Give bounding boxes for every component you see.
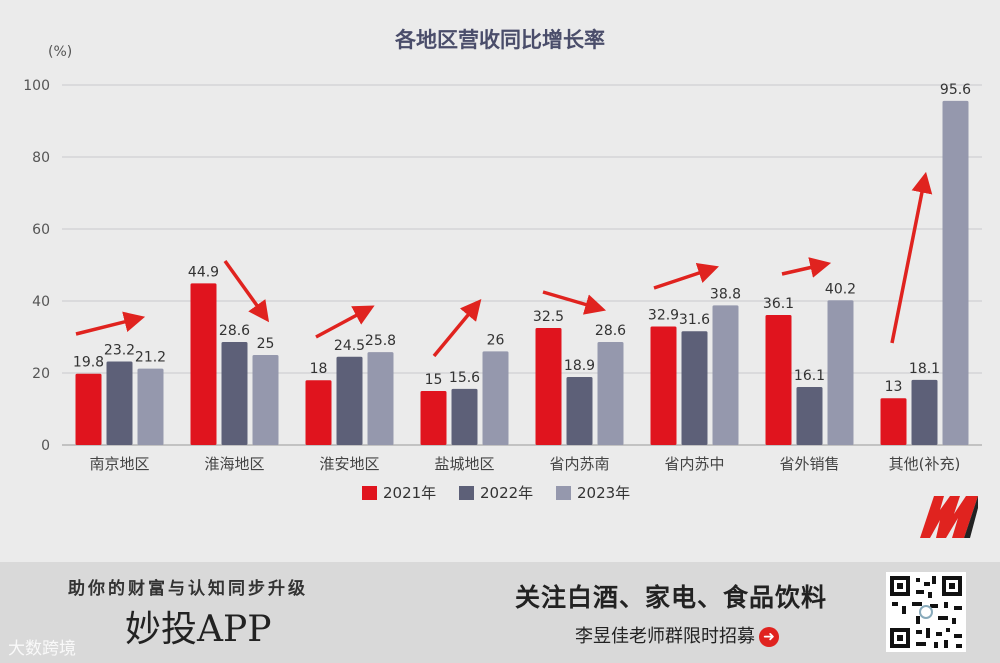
bar <box>597 342 624 445</box>
bar <box>796 387 823 445</box>
trend-arrow-icon <box>542 290 607 315</box>
legend-swatch <box>362 486 377 500</box>
bar <box>482 351 509 445</box>
data-label: 13 <box>885 379 903 395</box>
chart-title: 各地区营收同比增长率 <box>394 28 605 52</box>
bar <box>911 379 938 445</box>
recruit-text: 李昱佳老师群限时招募 <box>575 626 755 647</box>
trend-arrow-icon <box>432 298 482 358</box>
data-label: 24.5 <box>334 338 365 354</box>
bar <box>712 305 739 445</box>
bar-chart: 各地区营收同比增长率 (%) 0 20 40 60 80 100 19.823.2 21.2… <box>23 28 982 502</box>
data-label: 95.6 <box>940 82 971 98</box>
bar <box>880 398 907 445</box>
x-tick-label: 南京地区 <box>89 455 149 473</box>
bar <box>305 380 332 445</box>
legend-label: 2022年 <box>480 484 533 502</box>
y-tick-label: 60 <box>32 222 50 238</box>
x-tick-label: 其他(补充) <box>889 455 961 473</box>
data-label: 36.1 <box>763 296 794 312</box>
y-axis-unit: (%) <box>48 44 72 60</box>
bar <box>650 326 677 445</box>
legend: 2021年 2022年 2023年 <box>362 484 630 502</box>
x-tick-label: 淮安地区 <box>319 455 379 473</box>
trend-arrow-icon <box>890 171 933 344</box>
recruit-link[interactable]: 李昱佳老师群限时招募 ➜ <box>575 622 779 648</box>
right-arrow-icon: ➜ <box>759 627 779 647</box>
trend-arrows <box>75 171 933 358</box>
bar <box>106 361 133 445</box>
data-label: 38.8 <box>710 286 741 302</box>
brand-logo-icon <box>920 496 978 538</box>
data-label: 44.9 <box>188 264 219 280</box>
trend-arrow-icon <box>75 311 146 336</box>
data-label: 16.1 <box>794 368 825 384</box>
legend-swatch <box>459 486 474 500</box>
data-label: 15.6 <box>449 370 480 386</box>
trend-arrow-icon <box>315 305 375 339</box>
bar <box>942 100 969 445</box>
legend-swatch <box>556 486 571 500</box>
bar <box>190 283 217 445</box>
x-tick-label: 淮海地区 <box>204 455 264 473</box>
data-label: 25 <box>257 336 275 352</box>
x-tick-label: 省内苏南 <box>549 455 609 473</box>
trend-arrow-icon <box>653 263 719 290</box>
data-label: 19.8 <box>73 355 104 371</box>
data-label: 18.1 <box>909 361 940 377</box>
data-label: 18.9 <box>564 358 595 374</box>
y-tick-label: 20 <box>32 366 50 382</box>
bar <box>137 368 164 445</box>
bar <box>765 315 792 445</box>
bar <box>75 373 102 445</box>
data-label: 23.2 <box>104 342 135 358</box>
follow-text: 关注白酒、家电、食品饮料 <box>515 583 828 612</box>
data-label: 40.2 <box>825 281 856 297</box>
y-tick-label: 80 <box>32 150 50 166</box>
bar <box>535 328 562 445</box>
bar <box>451 388 478 445</box>
data-label: 31.6 <box>679 312 710 328</box>
watermark: 大数跨境 <box>8 639 76 659</box>
data-label: 21.2 <box>135 350 166 366</box>
data-label: 28.6 <box>595 323 626 339</box>
data-label: 15 <box>425 372 443 388</box>
legend-label: 2021年 <box>383 484 436 502</box>
footer-slogan: 助你的财富与认知同步升级 <box>68 579 308 599</box>
trend-arrow-icon <box>781 257 832 278</box>
x-tick-label: 省内苏中 <box>664 455 724 473</box>
y-tick-label: 40 <box>32 294 50 310</box>
legend-label: 2023年 <box>577 484 630 502</box>
qr-code-icon[interactable] <box>886 572 966 652</box>
bar <box>420 391 447 445</box>
chart-area: 各地区营收同比增长率 (%) 0 20 40 60 80 100 19.8 23.2 21.2… <box>23 28 982 538</box>
data-label: 18 <box>310 361 328 377</box>
bar <box>252 355 279 445</box>
trend-arrow-icon <box>223 259 270 323</box>
app-name: 妙投APP <box>125 609 272 650</box>
data-label: 32.9 <box>648 308 679 324</box>
bar <box>367 352 394 445</box>
data-label: 25.8 <box>365 333 396 349</box>
footer-banner: 助你的财富与认知同步升级 妙投APP 大数跨境 关注白酒、家电、食品饮料 李昱佳… <box>0 562 1000 663</box>
x-tick-label: 盐城地区 <box>434 455 494 473</box>
bar <box>221 342 248 445</box>
bar <box>336 356 363 445</box>
y-tick-label: 0 <box>41 438 50 454</box>
bar <box>681 331 708 445</box>
data-label: 28.6 <box>219 323 250 339</box>
data-label: 26 <box>487 332 505 348</box>
bar <box>827 300 854 445</box>
bar <box>566 376 593 445</box>
data-label: 32.5 <box>533 309 564 325</box>
x-tick-label: 省外销售 <box>779 455 839 473</box>
y-tick-label: 100 <box>23 78 50 94</box>
